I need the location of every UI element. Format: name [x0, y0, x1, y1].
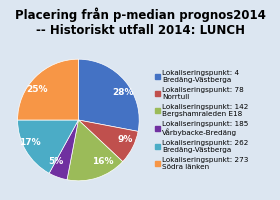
Text: 9%: 9%: [117, 135, 133, 144]
Wedge shape: [18, 59, 78, 120]
Text: 28%: 28%: [112, 88, 134, 97]
Legend: Lokaliseringspunkt: 4
Bredäng-Västberga, Lokaliseringspunkt: 78
Norrtull, Lokali: Lokaliseringspunkt: 4 Bredäng-Västberga,…: [155, 70, 248, 170]
Text: 5%: 5%: [48, 157, 64, 166]
Text: 25%: 25%: [26, 85, 47, 94]
Wedge shape: [78, 120, 138, 162]
Wedge shape: [67, 120, 123, 181]
Text: 17%: 17%: [19, 138, 41, 147]
Wedge shape: [18, 120, 78, 173]
Text: 16%: 16%: [92, 157, 113, 166]
Text: Placering från p-median prognos2014
-- Historiskt utfall 2014: LUNCH: Placering från p-median prognos2014 -- H…: [15, 7, 265, 37]
Wedge shape: [49, 120, 78, 180]
Wedge shape: [78, 59, 139, 131]
